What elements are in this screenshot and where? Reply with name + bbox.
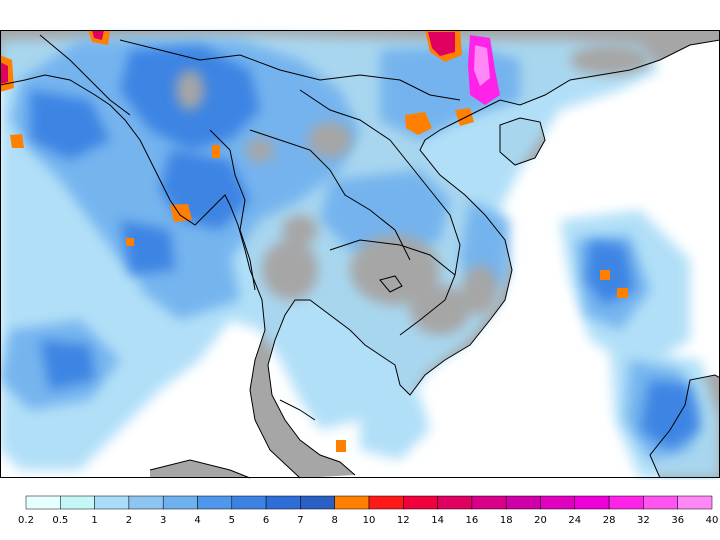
legend-tick-label: 4 — [194, 515, 200, 526]
legend-swatch — [265, 495, 301, 510]
legend-tick-label: 0.5 — [52, 515, 68, 526]
coastline-philippines — [649, 374, 720, 479]
coastline-mainland — [0, 39, 720, 479]
legend-tick-label: 7 — [297, 515, 303, 526]
legend-swatch — [540, 495, 576, 510]
legend-tick-label: 12 — [397, 515, 410, 526]
legend-swatch — [231, 495, 267, 510]
legend-tick-label: 2 — [126, 515, 132, 526]
legend-tick-label: 3 — [160, 515, 166, 526]
tonle-sap — [379, 275, 403, 293]
legend-tick-label: 24 — [568, 515, 581, 526]
dry-land-patches — [176, 45, 650, 335]
legend-swatch — [368, 495, 404, 510]
legend-swatch — [471, 495, 507, 510]
legend-swatch — [128, 495, 164, 510]
border-china — [119, 39, 461, 101]
land-sumatra-tip — [150, 460, 250, 478]
legend-swatch — [94, 495, 130, 510]
precipitation-map — [0, 30, 720, 479]
legend-ticks: 0.2 0.5 1 2 3 4 5 6 7 8 10 12 14 16 18 20 24 28 32 36 40 — [18, 515, 718, 526]
precipitation-legend: 0.2 0.5 1 2 3 4 5 6 7 8 10 12 14 16 18 20 24 28 32 36 40 — [18, 495, 718, 526]
legend-swatch — [162, 495, 198, 510]
legend-swatch — [677, 495, 713, 510]
legend-swatch — [574, 495, 610, 510]
legend-swatch — [334, 495, 370, 510]
border-laos-vietnam — [299, 89, 461, 276]
border-malaysia — [279, 399, 316, 421]
legend-tick-label: 28 — [603, 515, 616, 526]
legend-tick-label: 1 — [91, 515, 97, 526]
boundaries — [0, 34, 720, 479]
legend-swatch — [643, 495, 678, 510]
border-cambodia — [329, 239, 456, 336]
legend-tick-label: 10 — [363, 515, 376, 526]
coastline-sumatra — [149, 459, 251, 479]
coastline-hainan — [499, 117, 546, 166]
legend-swatch — [197, 495, 233, 510]
legend-swatch — [403, 495, 438, 510]
legend-swatch — [505, 495, 541, 510]
legend-swatch — [608, 495, 644, 510]
border-india-myanmar — [39, 34, 131, 116]
legend-tick-label: 20 — [534, 515, 547, 526]
legend-tick-label: 14 — [431, 515, 444, 526]
border-thailand-laos — [249, 129, 411, 261]
legend-tick-label: 40 — [706, 515, 719, 526]
legend-tick-label: 5 — [229, 515, 235, 526]
legend-swatch — [25, 495, 61, 510]
legend-tick-label: 18 — [500, 515, 513, 526]
legend-tick-label: 16 — [466, 515, 479, 526]
legend-swatch — [60, 495, 95, 510]
legend-tick-label: 8 — [332, 515, 338, 526]
legend-swatches — [25, 495, 713, 510]
legend-tick-label: 36 — [671, 515, 684, 526]
legend-tick-label: 6 — [263, 515, 269, 526]
legend-tick-label: 0.2 — [18, 515, 34, 526]
legend-swatch — [437, 495, 473, 510]
legend-swatch — [300, 495, 335, 510]
border-myanmar-thailand — [209, 129, 256, 291]
legend-tick-label: 32 — [637, 515, 650, 526]
